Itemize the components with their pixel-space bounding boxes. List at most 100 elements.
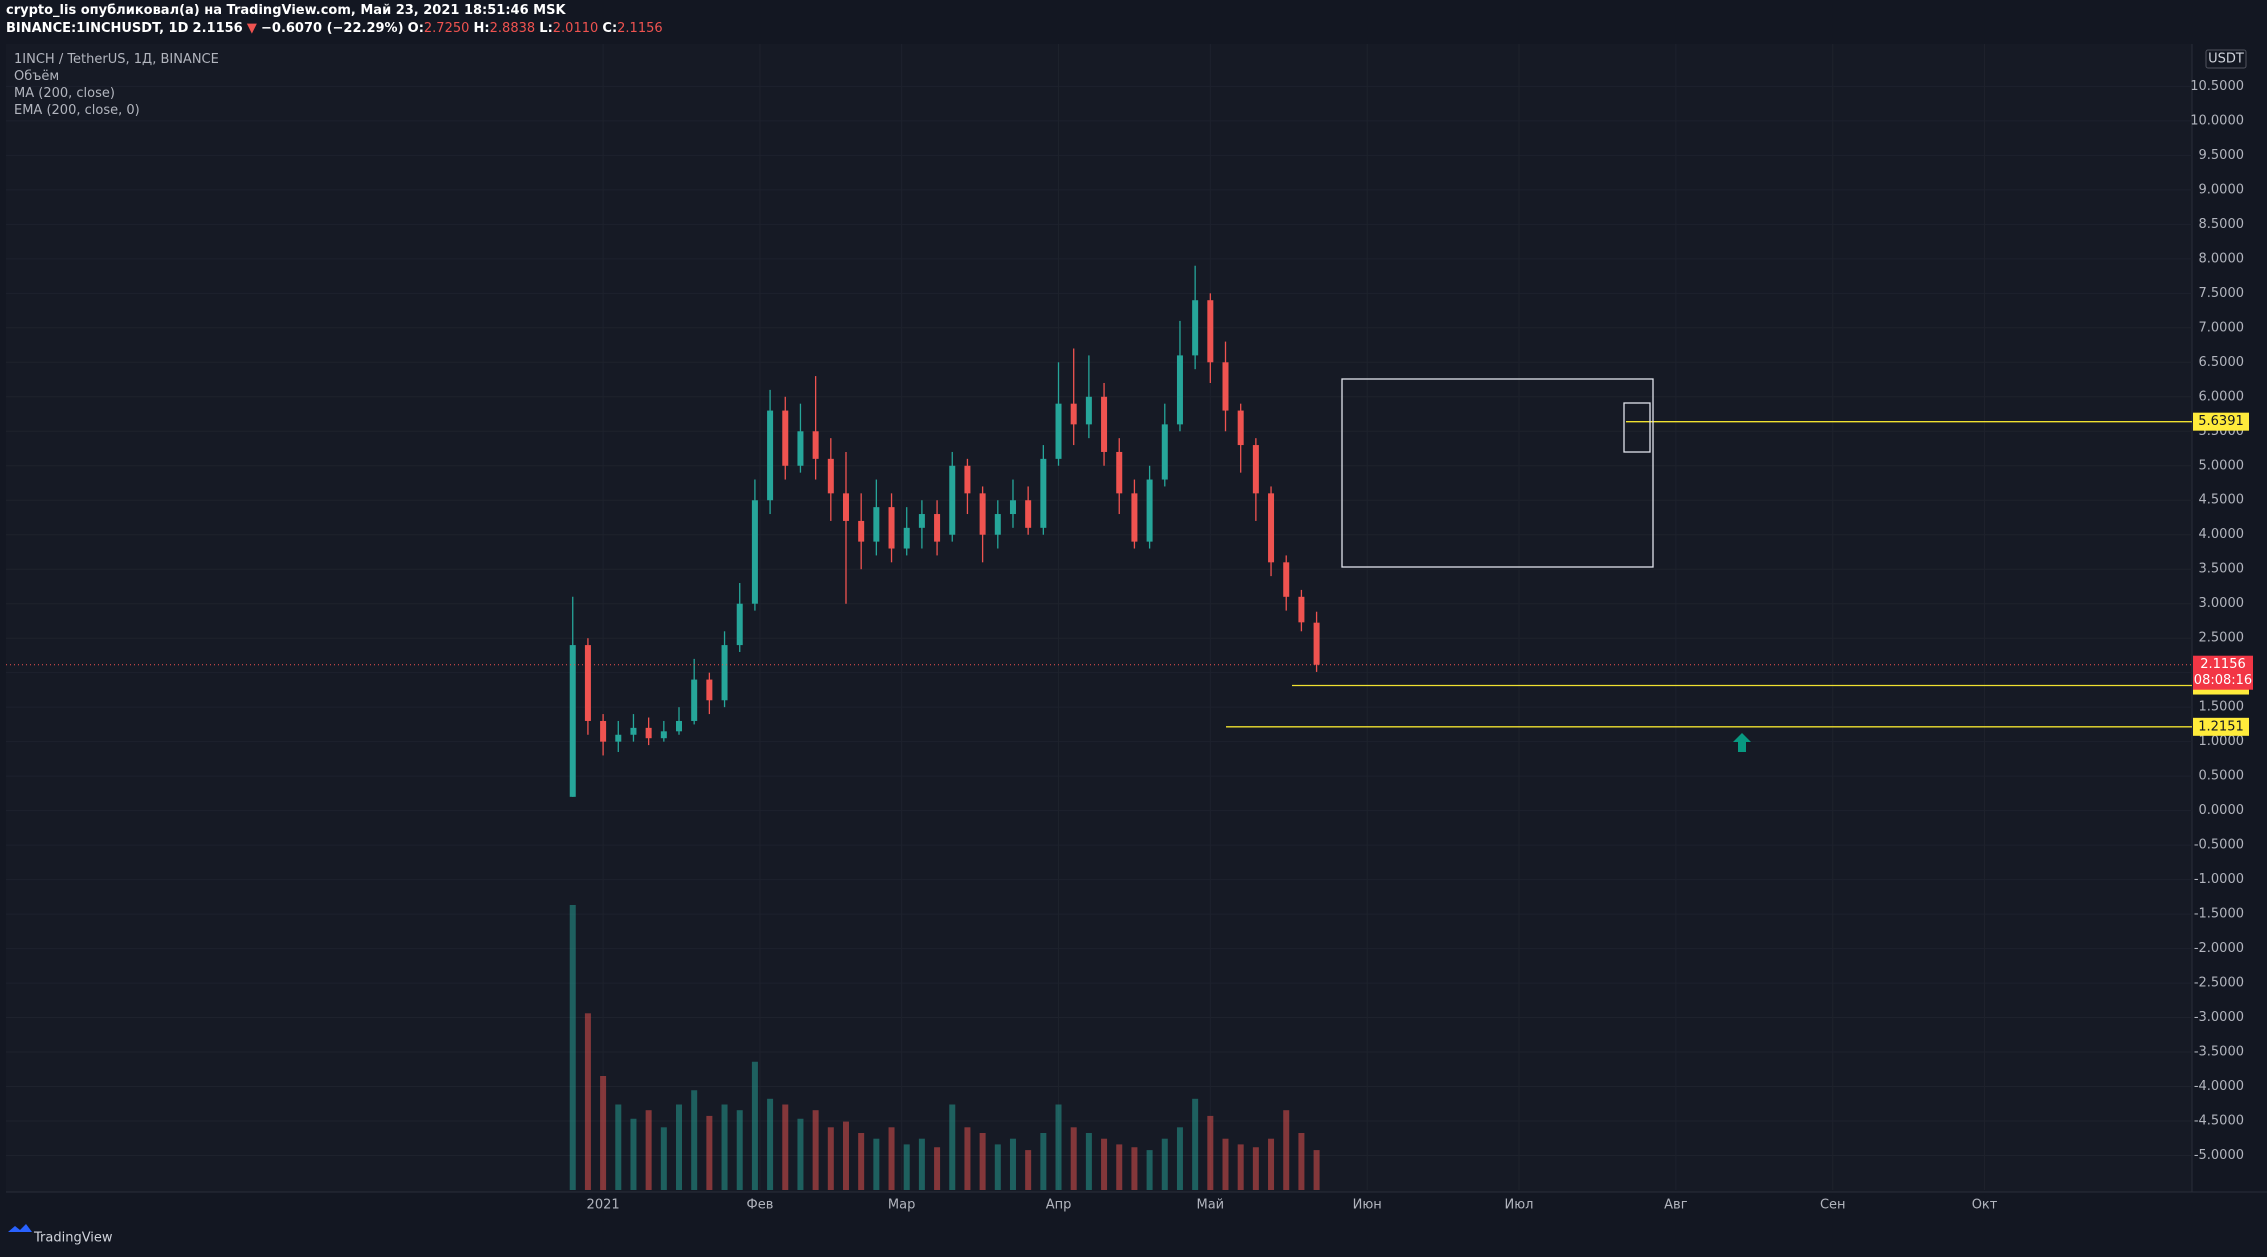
candle-body (858, 520, 865, 542)
last: 2.1156 (192, 21, 243, 36)
y-tick-label: -1.5000 (2194, 907, 2244, 922)
volume-bar (873, 1138, 880, 1190)
volume-bar (691, 1090, 698, 1190)
candle-body (934, 514, 941, 542)
candle-body (584, 645, 591, 721)
candle-body (873, 507, 880, 542)
price-label-box (2193, 717, 2249, 736)
volume-bar (1085, 1133, 1092, 1190)
candle-body (1176, 355, 1183, 425)
candle-body (1207, 300, 1214, 363)
legend-item: 1INCH / TetherUS, 1Д, BINANCE (14, 52, 219, 67)
y-tick-label: 7.5000 (2199, 286, 2245, 301)
x-tick-label: Авг (1664, 1198, 1688, 1213)
candle-body (1298, 596, 1305, 623)
volume-bar (721, 1104, 728, 1190)
candle-body (1025, 500, 1032, 528)
candle-body (630, 727, 637, 735)
legend-item: EMA (200, close, 0) (14, 103, 140, 118)
candle-body (1222, 362, 1229, 411)
x-tick-label: 2021 (587, 1198, 620, 1213)
y-tick-label: -2.5000 (2194, 976, 2244, 991)
volume-bar (706, 1115, 713, 1190)
up-arrow (1733, 733, 1751, 752)
volume-bar (918, 1138, 925, 1190)
volume-bar (1070, 1127, 1077, 1190)
candle-body (676, 720, 683, 732)
candle-body (1085, 396, 1092, 425)
x-tick-label: Мар (888, 1198, 915, 1213)
volume-bar (1176, 1127, 1183, 1190)
candle-body (994, 514, 1001, 535)
candle-body (660, 731, 667, 739)
y-tick-label: -3.0000 (2194, 1010, 2244, 1025)
y-tick-label: 6.5000 (2199, 355, 2245, 370)
candle-body (812, 431, 819, 459)
volume-bar (782, 1104, 789, 1190)
x-tick-label: Май (1197, 1198, 1225, 1213)
footer: TradingView (33, 1231, 113, 1246)
candle-body (1161, 424, 1168, 480)
candle-body (1131, 493, 1138, 542)
y-tick-label: -2.0000 (2194, 941, 2244, 956)
high: 2.8838 (489, 21, 536, 36)
candle-body (1055, 403, 1062, 459)
volume-bar (1268, 1138, 1275, 1190)
candle-body (706, 679, 713, 701)
candle-body (1192, 300, 1199, 356)
volume-bar (1237, 1144, 1244, 1190)
price-label: 1.2151 (2198, 719, 2244, 734)
candle-body (569, 645, 576, 797)
candle-body (736, 603, 743, 646)
volume-bar (1025, 1150, 1032, 1190)
candle-body (1146, 479, 1153, 542)
candle-body (1237, 410, 1244, 446)
y-tick-label: 0.0000 (2199, 803, 2245, 818)
candle-body (721, 645, 728, 701)
volume-bar (994, 1144, 1001, 1190)
volume-bar (1161, 1138, 1168, 1190)
last-price-box (2193, 655, 2253, 690)
candle-body (964, 465, 971, 494)
candle-body (1009, 500, 1016, 515)
y-tick-label: 8.5000 (2199, 217, 2245, 232)
volume-bar (767, 1098, 774, 1190)
candle-body (918, 514, 925, 528)
volume-bar (1207, 1115, 1214, 1190)
y-tick-label: 10.0000 (2190, 113, 2244, 128)
y-tick-label: -5.0000 (2194, 1148, 2244, 1163)
x-tick-label: Июл (1505, 1198, 1534, 1213)
candle-body (888, 507, 895, 549)
volume-bar (1055, 1104, 1062, 1190)
volume-bar (842, 1121, 849, 1190)
volume-bar (1222, 1138, 1229, 1190)
y-tick-label: 7.0000 (2199, 320, 2245, 335)
volume-bar (1298, 1133, 1305, 1190)
candle-body (1252, 445, 1259, 494)
volume-bar (1040, 1133, 1047, 1190)
volume-bar (1146, 1150, 1153, 1190)
candle-body (842, 493, 849, 521)
publisher: crypto_lis опубликовал(а) на TradingView… (6, 3, 566, 18)
candle-body (827, 458, 834, 494)
open: 2.7250 (423, 21, 470, 36)
volume-bar (1116, 1144, 1123, 1190)
y-tick-label: 3.5000 (2199, 562, 2245, 577)
candle-body (1313, 622, 1320, 665)
low: 2.0110 (552, 21, 599, 36)
y-tick-label: 6.0000 (2199, 389, 2245, 404)
candle-body (1283, 562, 1290, 597)
price-label: 5.6391 (2198, 414, 2244, 429)
y-tick-label: 1.0000 (2199, 734, 2245, 749)
y-tick-label: 4.0000 (2199, 527, 2245, 542)
currency: USDT (2208, 52, 2244, 67)
y-tick-label: 1.5000 (2199, 700, 2245, 715)
volume-bar (736, 1110, 743, 1190)
y-tick-label: 3.0000 (2199, 596, 2245, 611)
volume-bar (630, 1118, 637, 1190)
volume-bar (600, 1076, 607, 1190)
candle-body (1116, 451, 1123, 494)
y-tick-label: 5.0000 (2199, 458, 2245, 473)
x-tick-label: Окт (1972, 1198, 1998, 1213)
